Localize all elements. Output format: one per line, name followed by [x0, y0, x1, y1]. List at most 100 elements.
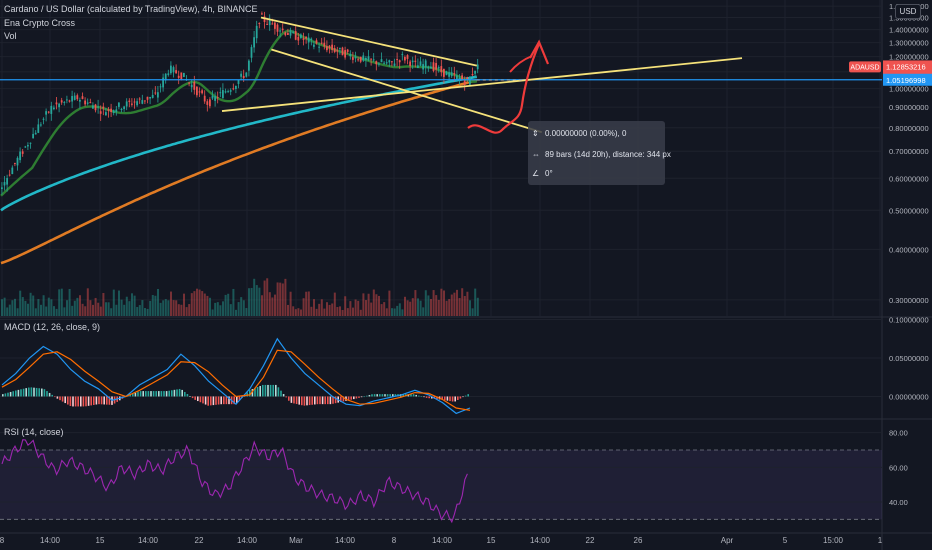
- candle-body: [102, 106, 105, 109]
- macd-histogram-bar: [228, 396, 230, 405]
- volume-bar: [24, 300, 27, 316]
- macd-histogram-bar: [316, 396, 319, 405]
- macd-histogram-bar: [160, 391, 163, 397]
- macd-histogram-bar: [282, 394, 285, 397]
- rsi-title[interactable]: RSI (14, close): [4, 427, 64, 437]
- macd-histogram-bar: [319, 396, 321, 405]
- volume-bar: [206, 295, 209, 316]
- macd-histogram-bar: [137, 391, 139, 397]
- candle-body: [310, 38, 313, 40]
- volume-bar: [393, 308, 396, 316]
- macd-histogram-bar: [246, 392, 248, 397]
- volume-bar: [344, 296, 347, 316]
- candle-body: [333, 48, 336, 53]
- volume-bar: [375, 294, 378, 316]
- volume-bar: [63, 307, 66, 316]
- time-tick-label: 15: [96, 536, 105, 545]
- candle-body: [240, 73, 242, 77]
- indicator-vol[interactable]: Vol: [4, 31, 17, 41]
- volume-bar: [450, 294, 453, 316]
- candle-body: [346, 49, 349, 52]
- volume-bar: [315, 308, 318, 316]
- macd-histogram-bar: [285, 396, 287, 398]
- macd-histogram-bar: [371, 394, 373, 397]
- volume-bar: [84, 306, 87, 316]
- candle-body: [203, 95, 206, 102]
- candle-body: [219, 92, 222, 94]
- volume-bar: [271, 297, 274, 316]
- volume-bar: [242, 300, 245, 316]
- symbol-label-bg: [849, 61, 881, 73]
- volume-bar: [110, 308, 113, 316]
- volume-bar: [68, 288, 71, 316]
- macd-histogram-bar: [197, 396, 199, 402]
- candle-body: [349, 53, 352, 57]
- candle-body: [66, 99, 68, 101]
- macd-histogram-bar: [158, 391, 160, 397]
- candle-body: [133, 101, 136, 103]
- macd-histogram-bar: [108, 396, 111, 405]
- candle-body: [162, 77, 164, 88]
- tooltip-price-range: 0.00000000 (0.00%), 0: [545, 129, 627, 138]
- volume-bar: [320, 299, 323, 316]
- volume-bar: [180, 304, 183, 316]
- macd-histogram-bar: [306, 396, 308, 406]
- currency-badge[interactable]: USD: [895, 4, 921, 19]
- volume-bar: [216, 302, 219, 316]
- time-tick-label: 22: [586, 536, 595, 545]
- time-tick-label: 5: [783, 536, 788, 545]
- candle-body: [73, 95, 76, 100]
- candle-body: [385, 62, 388, 64]
- volume-bar: [185, 307, 188, 316]
- volume-bar: [42, 295, 45, 316]
- last-price-label: 1.12853216: [886, 62, 926, 71]
- macd-histogram-bar: [277, 387, 280, 397]
- volume-bar: [411, 298, 414, 316]
- volume-bar: [144, 308, 146, 316]
- volume-bar: [250, 287, 253, 316]
- candle-body: [427, 66, 430, 69]
- indicator-ena-crypto-cross[interactable]: Ena Crypto Cross: [4, 18, 76, 28]
- volume-bar: [326, 302, 328, 316]
- candle-body: [305, 36, 307, 39]
- price-tick-label: 1.00000000: [889, 85, 929, 94]
- candle-body: [432, 62, 435, 71]
- descending-channel-lower: [271, 48, 543, 134]
- macd-title[interactable]: MACD (12, 26, close, 9): [4, 322, 101, 332]
- volume-bar: [406, 300, 409, 316]
- volume-bar: [34, 308, 37, 316]
- macd-histogram-bar: [54, 396, 56, 398]
- volume-bar: [476, 297, 479, 316]
- macd-histogram-bar: [366, 395, 368, 397]
- volume-bar: [417, 298, 419, 316]
- macd-histogram-bar: [295, 396, 298, 405]
- volume-bar: [89, 300, 92, 316]
- volume-bar: [209, 297, 211, 316]
- time-tick-label: 14:00: [138, 536, 159, 545]
- macd-histogram-bar: [69, 396, 72, 406]
- volume-bar: [58, 289, 61, 316]
- volume-bar: [292, 306, 295, 316]
- macd-histogram-bar: [147, 391, 150, 397]
- volume-bar: [237, 302, 240, 316]
- candle-body: [474, 70, 476, 74]
- candle-body: [372, 59, 375, 61]
- macd-histogram-bar: [212, 396, 215, 406]
- macd-histogram-bar: [163, 391, 165, 397]
- macd-histogram-bar: [267, 384, 269, 397]
- volume-bar: [92, 304, 94, 316]
- volume-bar: [331, 303, 334, 316]
- candle-body: [167, 73, 170, 75]
- candle-body: [19, 151, 21, 161]
- candle-body: [193, 81, 196, 90]
- volume-bar: [318, 303, 321, 316]
- macd-histogram-bar: [451, 396, 454, 402]
- candle-body: [370, 58, 372, 60]
- volume-bar: [6, 307, 9, 316]
- volume-bar: [323, 308, 326, 316]
- macd-histogram-bar: [280, 390, 282, 397]
- candle-body: [242, 75, 245, 79]
- price-tick-label: 0.40000000: [889, 245, 929, 254]
